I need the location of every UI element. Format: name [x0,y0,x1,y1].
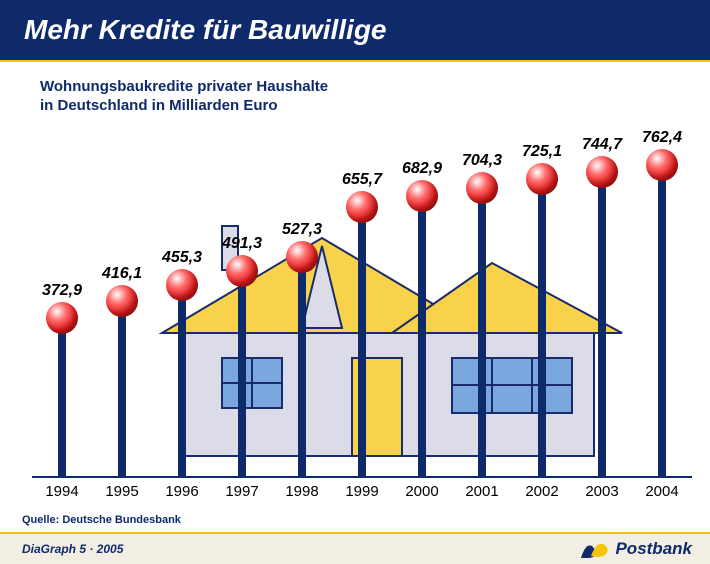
year-label: 1994 [32,483,92,500]
value-label: 455,3 [162,249,202,267]
value-label: 682,9 [402,160,442,178]
stick [418,208,426,476]
value-label: 655,7 [342,171,382,189]
stick [598,184,606,476]
lollipop: 455,3 [152,249,212,476]
stick [238,283,246,476]
stick [178,297,186,476]
year-label: 2002 [512,483,572,500]
header-bar: Mehr Kredite für Bauwillige [0,0,710,62]
stick [118,313,126,476]
lollipop: 682,9 [392,160,452,476]
postbank-logo-icon [579,538,609,560]
value-label: 491,3 [222,235,262,253]
stick [298,269,306,476]
ball-marker [166,269,198,301]
stick [658,177,666,476]
stick [358,219,366,476]
ball-marker [526,163,558,195]
year-label: 2004 [632,483,692,500]
ball-marker [646,149,678,181]
chart-subtitle: Wohnungsbaukredite privater Haushalte in… [0,62,710,116]
lollipop: 762,4 [632,129,692,476]
lollipop: 704,3 [452,152,512,476]
ball-marker [466,172,498,204]
page-title: Mehr Kredite für Bauwillige [24,14,387,45]
value-label: 762,4 [642,129,682,147]
ball-marker [106,285,138,317]
year-axis-labels: 1994199519961997199819992000200120022003… [32,483,692,500]
ball-marker [286,241,318,273]
source-line: Quelle: Deutsche Bundesbank [22,514,181,526]
footer-bar: DiaGraph 5 · 2005 Postbank [0,532,710,564]
year-label: 2000 [392,483,452,500]
year-label: 1995 [92,483,152,500]
year-label: 2003 [572,483,632,500]
ball-marker [586,156,618,188]
value-label: 725,1 [522,143,562,161]
stick [538,191,546,476]
chart-area: 372,9 416,1 455,3 491,3 527,3 655,7 682,9 704,3… [32,122,692,500]
lollipop: 372,9 [32,282,92,476]
stick [58,330,66,476]
subtitle-line-1: Wohnungsbaukredite privater Haushalte [40,78,710,97]
axis-baseline [32,476,692,478]
ball-marker [46,302,78,334]
year-label: 1998 [272,483,332,500]
value-label: 744,7 [582,136,622,154]
year-label: 1997 [212,483,272,500]
ball-marker [406,180,438,212]
lollipop: 527,3 [272,221,332,476]
subtitle-line-2: in Deutschland in Milliarden Euro [40,97,710,116]
lollipop: 744,7 [572,136,632,476]
year-label: 1996 [152,483,212,500]
lollipop-columns: 372,9 416,1 455,3 491,3 527,3 655,7 682,9 704,3… [32,122,692,476]
lollipop: 725,1 [512,143,572,476]
lollipop: 655,7 [332,171,392,476]
lollipop: 416,1 [92,265,152,476]
lollipop: 491,3 [212,235,272,476]
value-label: 416,1 [102,265,142,283]
year-label: 1999 [332,483,392,500]
ball-marker [226,255,258,287]
value-label: 527,3 [282,221,322,239]
ball-marker [346,191,378,223]
stick [478,200,486,476]
footer-credit: DiaGraph 5 · 2005 [22,542,123,556]
year-label: 2001 [452,483,512,500]
brand-name: Postbank [615,539,692,559]
value-label: 704,3 [462,152,502,170]
value-label: 372,9 [42,282,82,300]
brand: Postbank [579,538,692,560]
